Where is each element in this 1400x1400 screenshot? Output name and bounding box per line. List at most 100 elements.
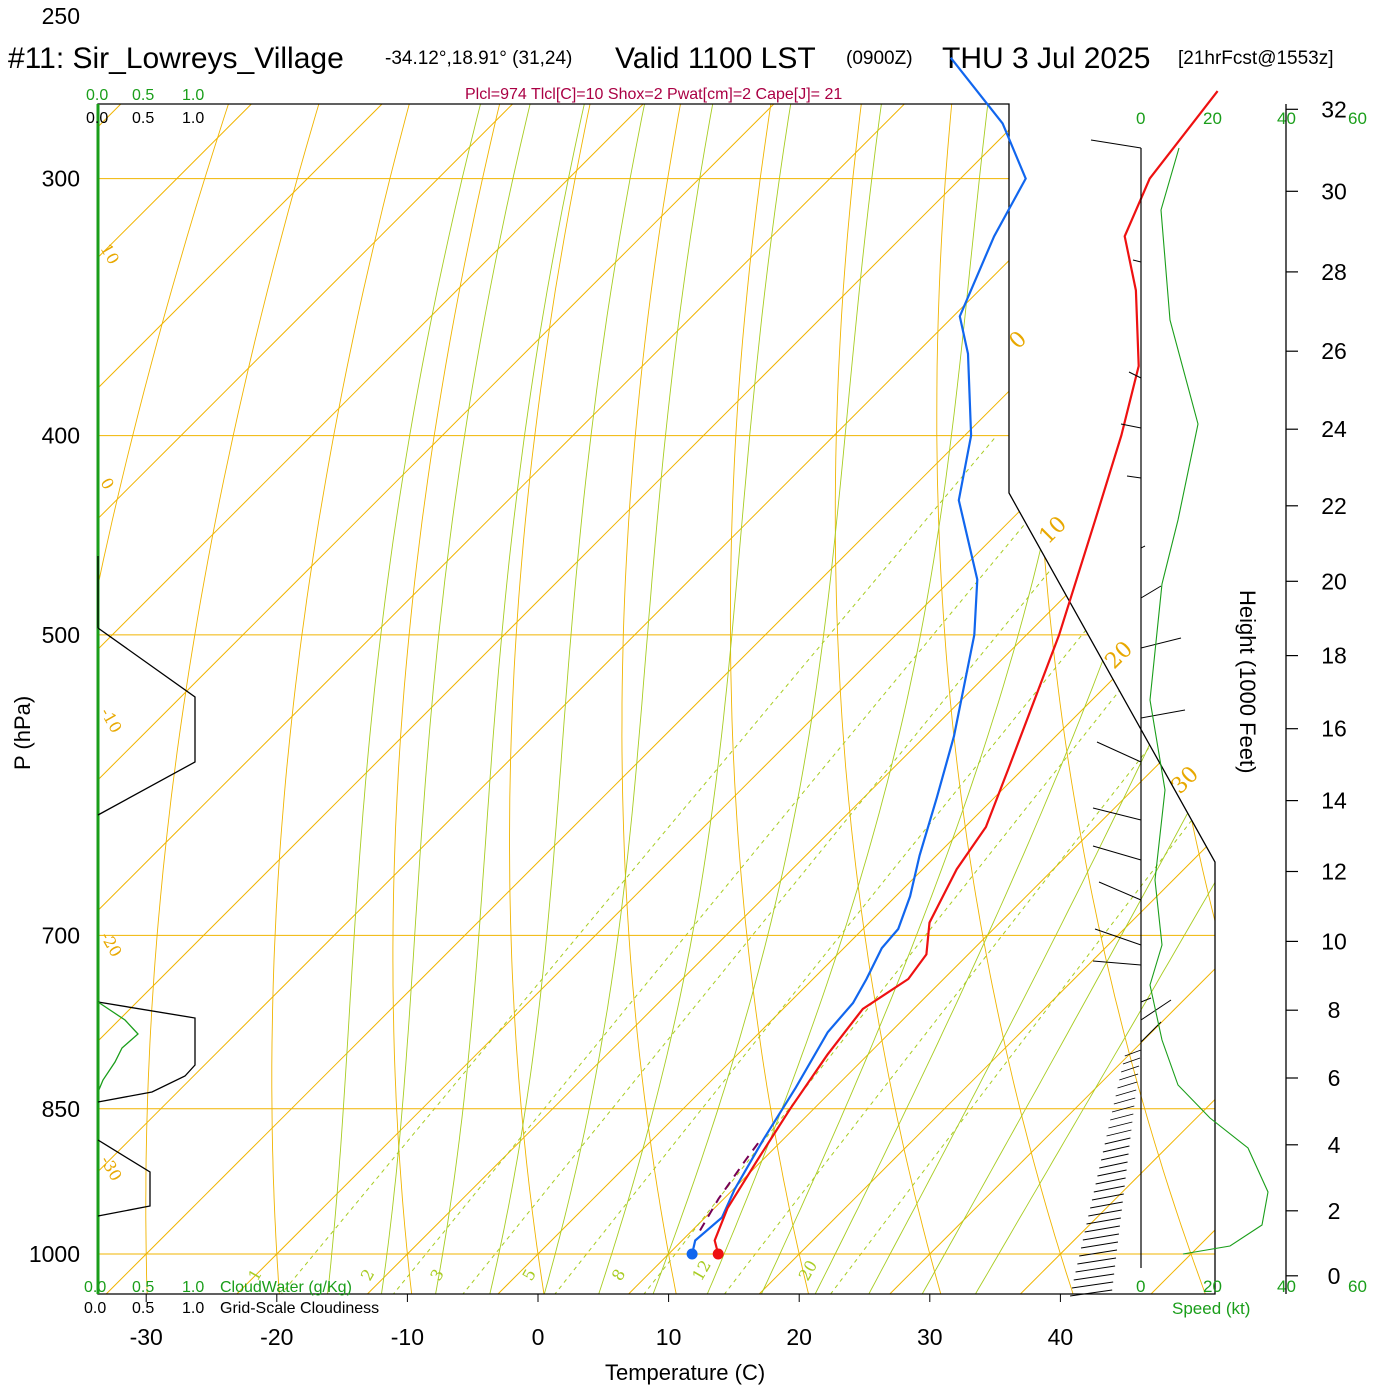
speed-tick-bottom-0: 0 — [1136, 1277, 1145, 1296]
surface-dewpoint-dot — [686, 1248, 698, 1260]
wind-barb — [1140, 709, 1186, 719]
wind-barb — [1088, 1209, 1122, 1217]
isotherm-line — [98, 104, 899, 1294]
cloud-tick-top-1: 0.5 — [132, 87, 154, 104]
cloud-tick-bottom-2: 1.0 — [182, 1279, 204, 1296]
temperature-tick-label: -20 — [260, 1324, 293, 1350]
wind-barb — [1108, 1121, 1133, 1129]
wind-barb — [1140, 585, 1162, 599]
cloud-tick-bottom-0: 0.0 — [84, 1279, 106, 1296]
mixing-ratio-label: 8 — [608, 1266, 630, 1284]
wind-barb — [1120, 423, 1142, 429]
wind-barb — [1092, 845, 1142, 861]
height-tick-label: 26 — [1321, 338, 1347, 364]
dry-adiabat-line — [834, 104, 955, 1294]
speed-tick-top-3: 60 — [1348, 109, 1367, 128]
wind-barb — [1091, 1193, 1124, 1201]
height-tick-label: 0 — [1328, 1263, 1341, 1289]
wind-barb — [1106, 1129, 1132, 1137]
cloudwater-profile — [97, 1001, 139, 1093]
isotherm-label: 10 — [1035, 512, 1072, 549]
moist-adiabat-line — [948, 104, 1215, 1294]
moist-adiabat-line — [530, 104, 738, 1294]
temperature-tick-label: -30 — [130, 1324, 163, 1350]
height-tick-label: 6 — [1328, 1065, 1341, 1091]
moist-adiabat-line — [374, 104, 563, 1294]
isotherm-line — [98, 104, 508, 1294]
height-tick-label: 28 — [1321, 259, 1347, 285]
moist-adiabat-line — [739, 104, 1128, 1294]
chart-title-station: #11: Sir_Lowreys_Village — [8, 42, 344, 75]
wind-barb — [1086, 1217, 1121, 1225]
cloudiness-profile-middle — [97, 1001, 196, 1103]
height-tick-label: 12 — [1321, 859, 1347, 885]
dewpoint-line — [691, 57, 1027, 1255]
x-axis-label: Temperature (C) — [605, 1360, 765, 1385]
height-tick-label: 16 — [1321, 716, 1347, 742]
moist-adiabat-line — [687, 104, 1005, 1294]
moist-adiabat-line — [426, 104, 615, 1294]
wind-barb — [1128, 371, 1142, 379]
cloudiness-tick-top-0: 0.0 — [86, 110, 108, 127]
isotherm-label: 20 — [1101, 637, 1138, 674]
chart-title-forecast: [21hrFcst@1553z] — [1178, 48, 1334, 69]
wind-barb — [1090, 1201, 1123, 1209]
cloudwater-label: CloudWater (g/Kg) — [220, 1279, 352, 1296]
cloud-tick-top-0: 0.0 — [86, 87, 108, 104]
dry-adiabat-line — [392, 104, 532, 1294]
wind-barb — [1080, 1241, 1119, 1249]
wind-barb — [1140, 997, 1152, 1003]
pressure-tick-label: 500 — [42, 622, 80, 648]
chart-title-coords: -34.12°,18.91° (31,24) — [385, 48, 572, 69]
isotherm-line — [713, 104, 1215, 1294]
cloudiness-tick-top-1: 0.5 — [132, 110, 154, 127]
parcel-path-line — [699, 1139, 762, 1232]
wind-barb — [1075, 1265, 1116, 1273]
height-tick-label: 10 — [1321, 928, 1347, 954]
cloudiness-tick-bottom-2: 1.0 — [182, 1300, 204, 1317]
wind-barb — [1092, 807, 1142, 821]
height-tick-label: 4 — [1328, 1132, 1341, 1158]
wind-barb — [1113, 1097, 1136, 1105]
cloudiness-label: Grid-Scale Cloudiness — [220, 1300, 379, 1317]
mixing-ratio-line — [608, 435, 1215, 1294]
plot-frame — [97, 103, 1216, 1295]
isotherm-label: -10 — [97, 705, 126, 737]
pressure-tick-label: 1000 — [29, 1241, 80, 1267]
speed-tick-top-1: 20 — [1203, 109, 1222, 128]
wind-barb — [1098, 881, 1142, 901]
isotherm-label: 30 — [1167, 762, 1204, 799]
wind-barb — [1140, 1021, 1162, 1043]
wind-barb — [1140, 637, 1182, 649]
height-tick-label: 2 — [1328, 1198, 1341, 1224]
surface-temperature-dot — [712, 1248, 724, 1260]
mixing-ratio-line — [243, 435, 998, 1294]
wind-barb — [1071, 1281, 1114, 1289]
moist-adiabat-line — [792, 104, 1215, 1294]
dry-adiabat-line — [271, 104, 445, 1294]
isotherm-label: -20 — [97, 929, 126, 961]
wind-barb — [1117, 1081, 1138, 1089]
speed-tick-top-0: 0 — [1136, 109, 1145, 128]
pressure-tick-label: 700 — [42, 922, 80, 948]
mixing-ratio-label: 20 — [795, 1257, 822, 1284]
temperature-tick-label: 20 — [786, 1324, 812, 1350]
moist-adiabat-line — [583, 104, 814, 1294]
isotherm-line — [98, 104, 769, 1294]
isotherm-line — [98, 104, 638, 1294]
speed-label: Speed (kt) — [1172, 1299, 1250, 1318]
mixing-ratio-line — [518, 435, 1215, 1294]
wind-barb — [1115, 1089, 1137, 1097]
wind-barb — [1102, 1145, 1130, 1153]
pressure-tick-label: 300 — [42, 166, 80, 192]
temperature-axis: -30 -20 -10 0 10 20 30 40 — [130, 1294, 1073, 1350]
wind-barb — [1095, 1177, 1126, 1185]
wind-barb — [1077, 1257, 1117, 1265]
cloudiness-profile-lower — [97, 1139, 151, 1217]
mixing-ratio-label: 5 — [518, 1266, 540, 1284]
wind-barbs — [1070, 139, 1186, 1297]
mixing-ratio-line — [356, 435, 1099, 1294]
